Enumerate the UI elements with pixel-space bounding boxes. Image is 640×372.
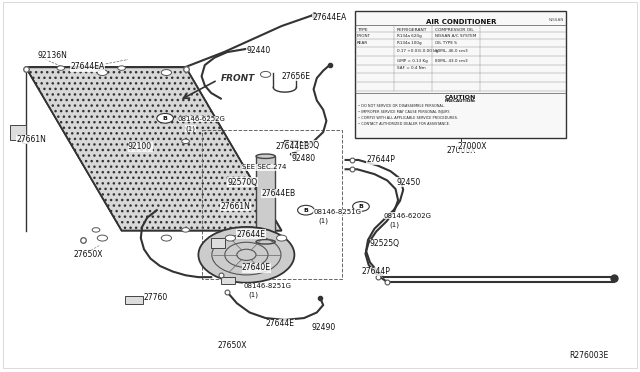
Text: GMP = 0.13 Kg: GMP = 0.13 Kg xyxy=(397,59,428,63)
Text: 08146-6252G: 08146-6252G xyxy=(178,116,226,122)
Circle shape xyxy=(298,205,314,215)
Text: FRONT: FRONT xyxy=(221,74,255,83)
Text: 27650X: 27650X xyxy=(74,250,103,259)
Bar xyxy=(256,156,275,242)
Text: 08146-8251G: 08146-8251G xyxy=(243,283,291,289)
Text: 27644P: 27644P xyxy=(366,155,395,164)
Text: OIL TYPE S: OIL TYPE S xyxy=(435,41,457,45)
Circle shape xyxy=(97,70,108,76)
Text: 80ML, 46.0 cm3: 80ML, 46.0 cm3 xyxy=(435,49,468,53)
Bar xyxy=(125,296,143,304)
Text: 92570Q: 92570Q xyxy=(227,178,257,187)
Text: (1): (1) xyxy=(248,292,259,298)
Bar xyxy=(284,140,298,148)
Circle shape xyxy=(22,139,29,144)
Text: B: B xyxy=(163,116,168,121)
Text: FRONT: FRONT xyxy=(357,34,371,38)
Circle shape xyxy=(260,71,271,77)
Text: (1): (1) xyxy=(186,125,196,132)
Text: B: B xyxy=(303,208,308,213)
Circle shape xyxy=(57,66,65,70)
Text: 92525Q: 92525Q xyxy=(370,239,400,248)
Polygon shape xyxy=(26,67,282,231)
Text: 27644EB: 27644EB xyxy=(275,142,309,151)
Text: 80ML, 43.0 cm3: 80ML, 43.0 cm3 xyxy=(435,59,468,63)
Text: R276003E: R276003E xyxy=(569,351,608,360)
Text: 08146-8251G: 08146-8251G xyxy=(314,209,362,215)
Text: 27640E: 27640E xyxy=(242,263,271,272)
Bar xyxy=(211,238,225,248)
Text: NISSAN A/C SYSTEM: NISSAN A/C SYSTEM xyxy=(435,34,477,38)
Text: CAUTION: CAUTION xyxy=(445,95,477,100)
Text: 27661N: 27661N xyxy=(221,202,251,211)
Circle shape xyxy=(198,227,294,283)
Bar xyxy=(221,277,235,284)
Text: (1): (1) xyxy=(389,221,399,228)
Text: TYPE: TYPE xyxy=(357,28,368,32)
Text: • DO NOT SERVICE OR DISASSEMBLE PERSONAL.: • DO NOT SERVICE OR DISASSEMBLE PERSONAL… xyxy=(358,104,445,108)
Text: 27661N: 27661N xyxy=(17,135,47,144)
Circle shape xyxy=(182,228,189,232)
Circle shape xyxy=(118,66,125,70)
Text: 27644EB: 27644EB xyxy=(261,189,295,198)
Circle shape xyxy=(353,202,369,211)
Circle shape xyxy=(157,113,173,123)
Text: 92490: 92490 xyxy=(312,323,336,332)
Text: 27644P: 27644P xyxy=(362,267,390,276)
Text: 0.17 +0.03/-0.00 kg: 0.17 +0.03/-0.00 kg xyxy=(397,49,438,53)
Text: 92440: 92440 xyxy=(246,46,271,55)
Text: R134a 100g: R134a 100g xyxy=(397,41,421,45)
Text: 92136N: 92136N xyxy=(37,51,67,60)
Circle shape xyxy=(97,235,108,241)
Text: • COMPLY WITH ALL APPLICABLE SERVICE PROCEDURES.: • COMPLY WITH ALL APPLICABLE SERVICE PRO… xyxy=(358,116,458,120)
Text: 27760: 27760 xyxy=(144,293,168,302)
Bar xyxy=(10,125,26,140)
Text: REAR: REAR xyxy=(357,41,369,45)
Circle shape xyxy=(161,70,172,76)
Circle shape xyxy=(182,139,189,144)
Text: 27000X: 27000X xyxy=(446,146,476,155)
Text: • CONTACT AUTHORIZED DEALER FOR ASSISTANCE.: • CONTACT AUTHORIZED DEALER FOR ASSISTAN… xyxy=(358,122,450,126)
Text: 27644EA: 27644EA xyxy=(70,62,105,71)
Text: NISSAN: NISSAN xyxy=(548,18,564,22)
Text: B: B xyxy=(358,204,364,209)
Text: REFRIGERANT: REFRIGERANT xyxy=(397,28,427,32)
Circle shape xyxy=(276,235,287,241)
Text: PRECAUTION:: PRECAUTION: xyxy=(445,99,477,103)
Text: 27644E: 27644E xyxy=(237,230,266,239)
Circle shape xyxy=(161,235,172,241)
Text: 27644EA: 27644EA xyxy=(312,13,347,22)
Text: 08146-6202G: 08146-6202G xyxy=(384,213,432,219)
Text: 27070Q: 27070Q xyxy=(289,141,319,150)
Ellipse shape xyxy=(256,240,275,244)
Text: AIR CONDITIONER: AIR CONDITIONER xyxy=(426,19,496,25)
Text: SEE SEC.274: SEE SEC.274 xyxy=(242,164,286,170)
Text: COMPRESSOR OIL: COMPRESSOR OIL xyxy=(435,28,474,32)
Circle shape xyxy=(92,228,100,232)
Text: 27650X: 27650X xyxy=(218,341,247,350)
Text: • IMPROPER SERVICE MAY CAUSE PERSONAL INJURY.: • IMPROPER SERVICE MAY CAUSE PERSONAL IN… xyxy=(358,110,450,114)
Bar xyxy=(202,130,342,279)
Text: 27000X: 27000X xyxy=(458,142,487,151)
Text: (1): (1) xyxy=(318,217,328,224)
Text: 92450: 92450 xyxy=(397,178,421,187)
Ellipse shape xyxy=(256,154,275,158)
Text: R134a 620g: R134a 620g xyxy=(397,34,422,38)
Text: SAF = 0.4 Nm: SAF = 0.4 Nm xyxy=(397,66,426,70)
Bar xyxy=(355,11,566,138)
Text: 27644E: 27644E xyxy=(266,319,294,328)
Text: 92480: 92480 xyxy=(291,154,316,163)
Text: 27656E: 27656E xyxy=(282,72,310,81)
Circle shape xyxy=(225,235,236,241)
Text: 92100: 92100 xyxy=(128,142,152,151)
